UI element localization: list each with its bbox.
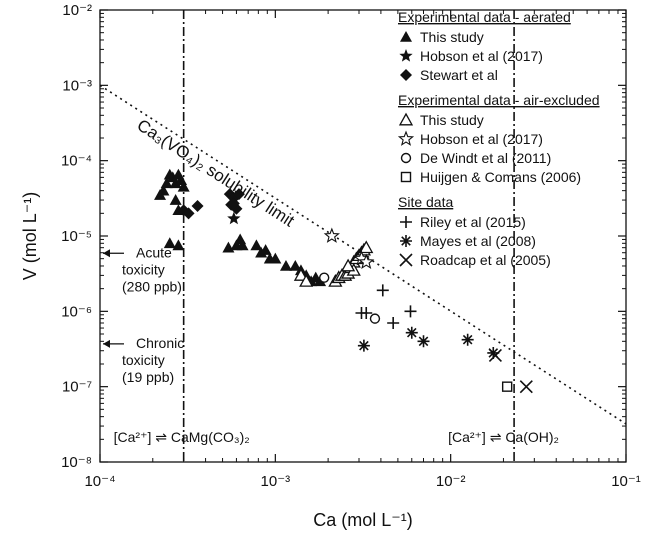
legend-marker-asterisk [400,235,412,247]
data-point-triangle-filled [269,252,282,264]
legend-label: Hobson et al (2017) [420,48,543,64]
legend-label: This study [420,112,484,128]
toxicity-arrow-head [103,249,110,258]
data-point-triangle-open [340,258,356,272]
y-tick-label: 10⁻⁷ [62,379,92,396]
toxicity-label: (19 ppb) [122,369,174,385]
data-point-triangle-filled [172,239,185,251]
data-point-square-open [501,381,513,392]
data-point-diamond-filled [227,197,240,210]
y-axis-title: V (mol L⁻¹) [20,192,40,281]
data-point-star-filled [227,211,241,225]
data-point-asterisk [357,339,370,352]
data-point-plus [387,317,400,330]
legend-label: This study [420,29,484,45]
legend-marker-triangle-open [398,112,414,126]
toxicity-label: Chronic [136,335,184,351]
legend-label: Stewart et al [420,67,498,83]
y-tick-label: 10⁻⁴ [61,153,92,170]
data-point-plus [376,284,389,297]
data-points [154,168,533,394]
y-tick-label: 10⁻⁸ [61,454,92,471]
y-tick-label: 10⁻² [62,2,92,19]
legend-label: Riley et al (2015) [420,214,526,230]
legend-heading: Site data [398,194,453,210]
plot-frame [99,9,627,463]
data-point-triangle-open [293,268,309,281]
legend-marker-triangle-filled [400,31,412,42]
reference-lines: Ca₃(VO₄)₂ solubility limit [Ca²⁺] ⇌ CaMg(… [99,10,627,462]
solubility-limit-label-suffix: solubility limit [199,158,298,231]
data-point-circle-open [319,272,330,283]
x-tick-label: 10⁻¹ [611,473,641,490]
equilibrium-label: [Ca²⁺] ⇌ Ca(OH)₂ [448,429,559,445]
data-point-triangle-filled [169,194,182,205]
legend-marker-cross [399,253,413,267]
x-tick-label: 10⁻³ [261,473,291,490]
x-tick-label: 10⁻² [436,473,466,490]
data-point-plus [360,307,373,320]
plot-area [99,9,627,463]
data-point-star-open [323,227,340,243]
legend-marker-circle-open [400,152,412,164]
data-point-triangle-filled [160,177,173,189]
legend-marker-plus [400,216,412,228]
legend-heading: Experimental data - air-excluded [398,92,600,108]
data-point-triangle-filled [279,259,292,271]
data-point-asterisk [405,326,418,339]
y-tick-label: 10⁻⁶ [61,303,92,320]
toxicity-label: (280 ppb) [122,278,182,294]
data-point-plus [404,305,417,318]
data-point-asterisk [461,333,474,346]
toxicity-label: toxicity [122,352,165,368]
legend-marker-star-filled [399,49,413,62]
legend-label: Hobson et al (2017) [420,131,543,147]
legend-marker-star-open [397,130,415,146]
solubility-limit-label: Ca₃(VO₄)₂ solubility limit [134,116,298,231]
toxicity-label: toxicity [122,261,165,277]
x-tick-label: 10⁻⁴ [84,473,115,490]
data-point-star-open [358,253,375,270]
data-point-diamond-filled [182,207,195,220]
toxicity-arrow-head [103,339,110,348]
toxicity-label: Acute [136,244,172,260]
data-point-triangle-filled [169,177,182,189]
data-point-asterisk [417,335,430,348]
x-axis-title: Ca (mol L⁻¹) [313,510,413,530]
y-tick-label: 10⁻³ [62,77,92,94]
legend-marker-square-open [400,171,412,183]
data-point-triangle-filled [250,239,263,251]
data-point-triangle-open [359,240,374,254]
data-point-diamond-filled [191,200,204,213]
legend-marker-diamond-filled [400,69,412,81]
data-point-triangle-filled [289,259,302,271]
data-point-diamond-filled [232,188,245,201]
data-point-triangle-filled [259,244,272,255]
y-tick-label: 10⁻⁵ [61,228,92,245]
legend-label: De Windt et al (2011) [420,150,551,166]
data-point-triangle-filled [236,239,249,251]
legend-heading: Experimental data - aerated [398,9,571,25]
data-point-triangle-filled [163,237,176,249]
data-point-triangle-filled [157,184,170,196]
legend-label: Huijgen & Comans (2006) [420,169,581,185]
data-point-cross [488,348,502,362]
data-point-circle-open [369,313,381,324]
axes: 10⁻⁴ 10⁻³ 10⁻² 10⁻¹ 10⁻² 10⁻³ 10⁻⁴ 10⁻⁵ 10⁻⁶ 10⁻⁷… [20,2,641,530]
data-point-triangle-filled [234,233,247,245]
data-point-triangle-open [299,274,314,287]
legend-label: Mayes et al (2008) [420,233,536,249]
data-point-cross [519,380,533,394]
legend-label: Roadcap et al (2005) [420,252,551,268]
solubility-limit-label-base: Ca₃(VO₄)₂ [134,116,210,174]
equilibrium-label: [Ca²⁺] ⇌ CaMg(CO₃)₂ [114,429,250,445]
data-point-triangle-filled [177,180,190,192]
legend: Experimental data - aerated This study Hob… [397,9,600,268]
